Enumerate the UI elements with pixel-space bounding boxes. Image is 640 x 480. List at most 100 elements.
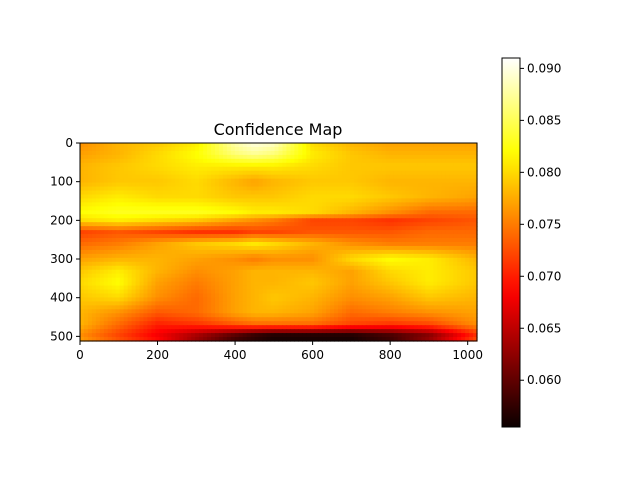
heatmap-cell <box>183 166 188 172</box>
heatmap-cell <box>262 325 268 330</box>
heatmap-cell <box>115 277 121 283</box>
heatmap-cell <box>314 166 319 172</box>
heatmap-cell <box>361 313 367 318</box>
heatmap-cell <box>80 150 85 156</box>
heatmap-cell <box>91 162 97 168</box>
heatmap-cell <box>211 143 216 148</box>
heatmap-cell <box>282 253 288 259</box>
heatmap-cell <box>465 281 470 287</box>
heatmap-cell <box>282 285 288 291</box>
heatmap-cell <box>250 178 256 184</box>
heatmap-cell <box>211 245 216 251</box>
heatmap-cell <box>302 265 307 271</box>
heatmap-cell <box>230 178 236 184</box>
heatmap-cell <box>159 206 164 211</box>
heatmap-cell <box>270 245 276 251</box>
heatmap-cell <box>159 242 164 247</box>
heatmap-cell <box>469 285 474 291</box>
heatmap-cell <box>266 265 272 271</box>
heatmap-cell <box>135 281 141 287</box>
heatmap-cell <box>290 150 295 156</box>
heatmap-cell <box>222 238 228 243</box>
heatmap-cell <box>131 289 137 295</box>
heatmap-cell <box>405 277 411 283</box>
heatmap-cell <box>83 202 89 207</box>
heatmap-cell <box>183 301 188 306</box>
heatmap-cell <box>461 289 466 295</box>
heatmap-cell <box>461 257 466 263</box>
heatmap-cell <box>226 143 232 148</box>
heatmap-cell <box>433 321 438 326</box>
heatmap-cell <box>397 313 403 318</box>
heatmap-cell <box>433 190 438 196</box>
heatmap-cell <box>211 150 216 156</box>
heatmap-cell <box>222 305 228 310</box>
heatmap-cell <box>473 230 478 235</box>
heatmap-cell <box>322 170 327 176</box>
heatmap-cell <box>377 305 383 310</box>
heatmap-cell <box>111 230 117 235</box>
heatmap-cell <box>218 289 224 295</box>
heatmap-cell <box>453 253 458 259</box>
heatmap-cell <box>242 257 248 263</box>
heatmap-cell <box>318 238 323 243</box>
heatmap-cell <box>246 333 252 338</box>
heatmap-cell <box>179 146 184 152</box>
heatmap-cell <box>175 162 180 168</box>
heatmap-cell <box>449 301 454 306</box>
heatmap-cell <box>353 143 359 148</box>
heatmap-cell <box>294 337 299 342</box>
heatmap-cell <box>381 273 387 279</box>
heatmap-cell <box>83 305 89 310</box>
heatmap-cell <box>306 269 311 275</box>
heatmap-cell <box>465 321 470 326</box>
heatmap-cell <box>163 206 168 211</box>
heatmap-cell <box>338 190 343 196</box>
heatmap-cell <box>250 333 256 338</box>
heatmap-cell <box>163 309 168 314</box>
heatmap-cell <box>91 281 97 287</box>
heatmap-cell <box>80 154 85 160</box>
heatmap-cell <box>250 174 256 180</box>
heatmap-cell <box>230 242 236 247</box>
heatmap-cell <box>266 313 272 318</box>
heatmap-cell <box>143 257 149 263</box>
heatmap-cell <box>111 146 117 152</box>
heatmap-cell <box>302 249 307 255</box>
heatmap-cell <box>179 309 184 314</box>
heatmap-cell <box>369 154 375 160</box>
heatmap-cell <box>123 146 129 152</box>
heatmap-cell <box>330 150 335 156</box>
heatmap-cell <box>230 150 236 156</box>
heatmap-cell <box>203 222 208 227</box>
heatmap-cell <box>338 301 343 306</box>
heatmap-cell <box>290 226 295 231</box>
heatmap-cell <box>445 317 450 322</box>
heatmap-cell <box>361 285 367 291</box>
heatmap-cell <box>306 198 311 203</box>
heatmap-cell <box>155 333 160 338</box>
heatmap-cell <box>330 210 335 215</box>
heatmap-cell <box>115 190 121 196</box>
heatmap-cell <box>234 265 240 271</box>
heatmap-cell <box>159 150 164 156</box>
heatmap-cell <box>147 261 153 267</box>
heatmap-cell <box>250 162 256 168</box>
heatmap-cell <box>123 301 129 306</box>
heatmap-cell <box>167 194 172 200</box>
heatmap-cell <box>421 245 426 251</box>
heatmap-cell <box>441 337 446 342</box>
heatmap-cell <box>282 186 288 192</box>
heatmap-cell <box>393 210 399 215</box>
heatmap-cell <box>91 289 97 295</box>
heatmap-cell <box>195 170 200 176</box>
heatmap-cell <box>87 143 93 148</box>
heatmap-cell <box>147 257 153 263</box>
heatmap-cell <box>91 337 97 342</box>
heatmap-cell <box>246 321 252 326</box>
heatmap-cell <box>401 281 407 287</box>
heatmap-cell <box>175 178 180 184</box>
heatmap-cell <box>139 238 145 243</box>
heatmap-cell <box>334 222 339 227</box>
heatmap-cell <box>179 178 184 184</box>
